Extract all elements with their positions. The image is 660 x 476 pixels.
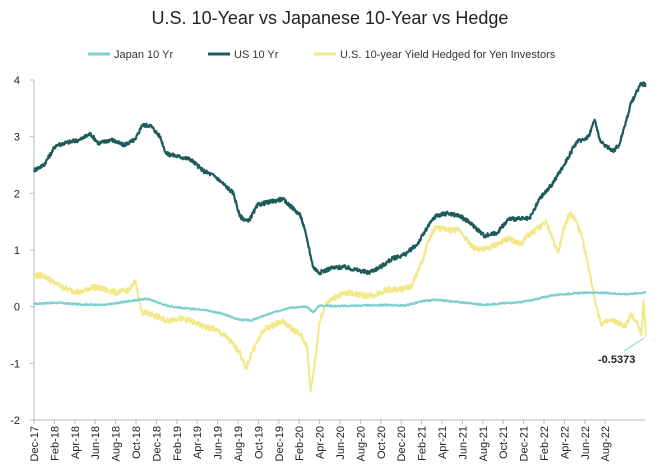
annotation-leader <box>623 337 645 352</box>
x-tick-label: Jun-21 <box>457 426 469 460</box>
x-tick-label: Oct-21 <box>498 426 510 459</box>
x-tick-label: Aug-20 <box>355 426 367 461</box>
series-us-10yr-line <box>32 81 647 276</box>
x-tick-label: Feb-20 <box>294 426 306 461</box>
x-tick-label: Jun-20 <box>335 426 347 460</box>
x-tick-label: Dec-19 <box>274 426 286 461</box>
y-tick-label: 2 <box>14 188 20 200</box>
y-tick-label: 4 <box>14 75 20 87</box>
x-tick-label: Aug-22 <box>600 426 612 461</box>
y-tick-label: 0 <box>14 302 20 314</box>
x-tick-label: Apr-22 <box>559 426 571 459</box>
x-tick-label: Dec-18 <box>151 426 163 461</box>
annotation-label: -0.5373 <box>598 354 635 366</box>
x-tick-label: Aug-19 <box>233 426 245 461</box>
x-tick-label: Feb-21 <box>417 426 429 461</box>
x-tick-label: Aug-18 <box>111 426 123 461</box>
x-tick-label: Jun-19 <box>213 426 225 460</box>
x-tick-label: Feb-19 <box>172 426 184 461</box>
y-tick-label: 3 <box>14 132 20 144</box>
x-tick-label: Apr-19 <box>192 426 204 459</box>
x-tick-label: Jun-22 <box>580 426 592 460</box>
legend-label: U.S. 10-year Yield Hedged for Yen Invest… <box>340 49 556 61</box>
x-tick-label: Dec-21 <box>519 426 531 461</box>
y-tick-label: -1 <box>10 358 20 370</box>
x-tick-label: Apr-20 <box>315 426 327 459</box>
series-japan-10yr-line <box>33 291 647 322</box>
x-tick-label: Oct-19 <box>253 426 265 459</box>
x-tick-label: Dec-20 <box>396 426 408 461</box>
x-tick-label: Aug-21 <box>478 426 490 461</box>
chart-title: U.S. 10-Year vs Japanese 10-Year vs Hedg… <box>151 8 509 28</box>
x-tick-label: Jun-18 <box>90 426 102 460</box>
x-tick-label: Apr-21 <box>437 426 449 459</box>
legend-label: Japan 10 Yr <box>114 49 173 61</box>
x-tick-label: Feb-22 <box>539 426 551 461</box>
x-tick-label: Apr-18 <box>70 426 82 459</box>
x-tick-label: Feb-18 <box>49 426 61 461</box>
legend-label: US 10 Yr <box>234 49 279 61</box>
series-hedged-yield-line <box>33 211 647 393</box>
y-tick-label: -2 <box>10 415 20 427</box>
x-tick-label: Dec-17 <box>29 426 41 461</box>
y-tick-label: 1 <box>14 245 20 257</box>
x-tick-label: Oct-20 <box>376 426 388 459</box>
x-tick-label: Oct-18 <box>131 426 143 459</box>
